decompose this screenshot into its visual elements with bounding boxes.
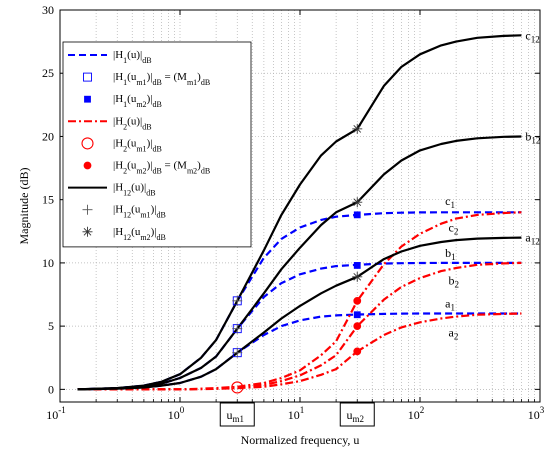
series-line-h2 <box>77 312 522 391</box>
point-h12m1 <box>232 295 243 306</box>
legend-swatch <box>84 95 91 103</box>
x-tick-label: 102 <box>408 405 425 422</box>
marker-layer <box>231 123 363 394</box>
legend-label: |H2(um1)|dB <box>113 137 162 153</box>
curve-label: c1 <box>445 194 455 210</box>
legend-label: |H12(u)|dB <box>113 182 156 198</box>
legend-item-h1m1: |H1(um1)|dB = (Mm1)dB <box>83 71 210 87</box>
legend-swatch <box>82 226 93 237</box>
x-tick-label: 100 <box>168 405 185 422</box>
point-h12m2 <box>352 197 363 208</box>
point-h12m2 <box>352 123 363 134</box>
legend-swatch <box>83 161 92 170</box>
y-axis-label: Magnitude (dB) <box>17 168 31 245</box>
curve-label: b2 <box>448 274 459 290</box>
point-h1m2 <box>353 311 361 319</box>
y-tick-label: 25 <box>42 66 54 80</box>
legend-item-h12m1: |H12(um1)|dB <box>82 204 166 220</box>
point-h12m2 <box>352 271 363 282</box>
series-line-h12 <box>77 236 522 391</box>
series-line-h2 <box>77 261 522 391</box>
point-h1m2 <box>353 262 361 269</box>
point-h2m1 <box>231 381 244 394</box>
curve-labels: c12 b12 a12 c1 b1 a1 c2 b2 a2 <box>445 28 540 341</box>
series-line-h1 <box>77 312 522 391</box>
legend-label: |H2(u)|dB <box>113 115 152 131</box>
y-tick-label: 30 <box>42 3 54 17</box>
marker-box <box>219 402 255 427</box>
y-tick-label: 20 <box>42 129 54 143</box>
curve-label: c12 <box>525 28 539 44</box>
legend-label: |H1(u)|dB <box>113 49 152 65</box>
legend-item-h1m2: |H1(um2)|dB <box>84 93 162 109</box>
frequency-markers: um1 um2 <box>219 402 375 427</box>
x-tick-label: 103 <box>528 405 545 422</box>
series-line-h12 <box>77 34 522 391</box>
point-h12m1 <box>232 347 243 358</box>
legend-label: |H12(um2)|dB <box>113 226 166 242</box>
curve-label: b1 <box>445 246 456 262</box>
legend-swatch <box>81 137 94 150</box>
curve-label: a12 <box>525 231 539 247</box>
point-h2m2 <box>353 347 362 356</box>
curve-label: c2 <box>448 220 458 236</box>
y-tick-label: 10 <box>42 256 54 270</box>
series-line-h12 <box>77 135 522 391</box>
marker-box <box>339 402 375 427</box>
legend-label: |H1(um2)|dB <box>113 93 162 109</box>
legend-item-h12: |H12(u)|dB <box>68 182 156 198</box>
legend-swatch <box>82 204 93 215</box>
legend-box <box>62 41 252 248</box>
legend-label: |H12(um1)|dB <box>113 204 166 220</box>
point-h2m2 <box>353 322 362 331</box>
curve-label: b12 <box>525 129 540 145</box>
series-layer <box>77 34 522 391</box>
x-tick-label: 101 <box>288 405 305 422</box>
y-tick-label: 5 <box>48 319 54 333</box>
legend-item-h2: |H2(u)|dB <box>68 115 152 131</box>
legend-item-h1: |H1(u)|dB <box>68 49 152 65</box>
point-h2m2 <box>353 296 362 305</box>
legend-item-h12m2: |H12(um2)|dB <box>82 226 166 242</box>
x-axis-label: Normalized frequency, u <box>241 433 360 447</box>
y-tick-label: 15 <box>42 193 54 207</box>
legend-swatch <box>83 72 92 82</box>
y-tick-label: 0 <box>48 382 54 396</box>
grid-lines <box>60 9 540 402</box>
legend-label: |H1(um1)|dB = (Mm1)dB <box>113 71 210 87</box>
curve-label: a1 <box>445 296 455 312</box>
legend-item-h2m2: |H2(um2)|dB = (Mm2)dB <box>83 160 210 176</box>
legend-item-h2m1: |H2(um1)|dB <box>81 137 162 153</box>
x-tick-label: 10-1 <box>46 405 66 422</box>
point-h12m1 <box>232 323 243 334</box>
point-h1m2 <box>353 211 361 219</box>
legend: |H1(u)|dB |H1(um1)|dB = (Mm1)dB |H1(um2)|d… <box>62 41 252 248</box>
curve-label: a2 <box>448 325 458 341</box>
legend-label: |H2(um2)|dB = (Mm2)dB <box>113 160 210 176</box>
